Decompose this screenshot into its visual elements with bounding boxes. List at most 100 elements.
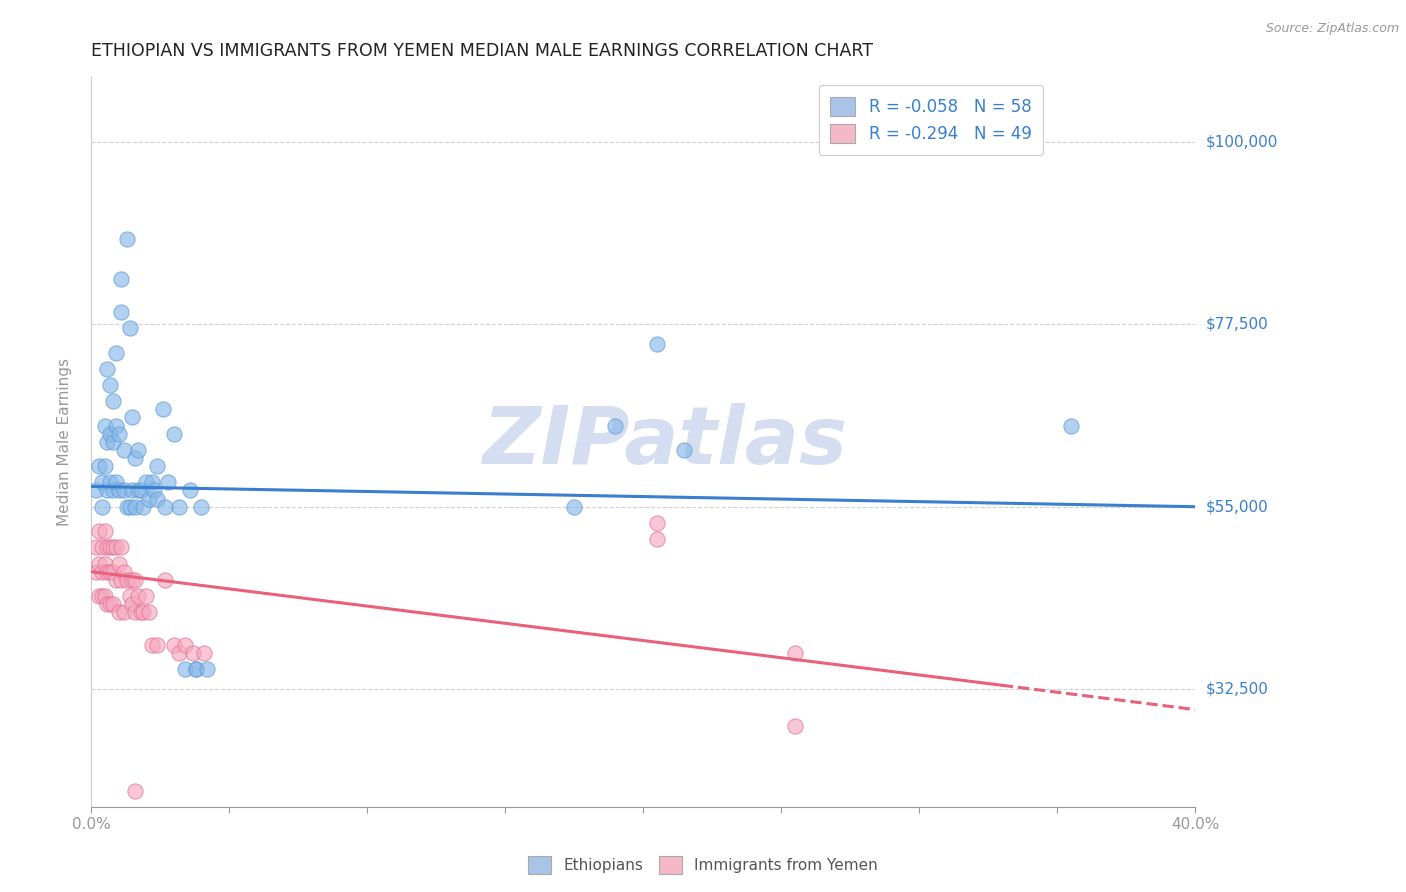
Point <box>184 662 207 676</box>
Point <box>96 597 118 611</box>
Point <box>91 475 114 490</box>
Point <box>163 638 186 652</box>
Point <box>127 589 149 603</box>
Point <box>129 483 152 498</box>
Point <box>107 426 129 441</box>
Point <box>101 394 124 409</box>
Point <box>91 589 114 603</box>
Point <box>121 573 143 587</box>
Point <box>124 500 146 514</box>
Point <box>115 500 138 514</box>
Point <box>121 483 143 498</box>
Point <box>101 565 124 579</box>
Point <box>93 459 115 474</box>
Point <box>132 605 155 619</box>
Point <box>98 475 121 490</box>
Point <box>118 589 141 603</box>
Point <box>562 500 585 514</box>
Point <box>605 418 627 433</box>
Point <box>107 483 129 498</box>
Text: $100,000: $100,000 <box>1206 134 1278 149</box>
Point <box>96 541 118 555</box>
Point <box>91 565 114 579</box>
Point <box>124 605 146 619</box>
Point <box>121 410 143 425</box>
Point <box>129 605 152 619</box>
Point <box>135 589 157 603</box>
Point <box>86 483 108 498</box>
Text: ETHIOPIAN VS IMMIGRANTS FROM YEMEN MEDIAN MALE EARNINGS CORRELATION CHART: ETHIOPIAN VS IMMIGRANTS FROM YEMEN MEDIA… <box>91 42 873 60</box>
Point <box>135 475 157 490</box>
Point <box>115 232 138 246</box>
Legend: R = -0.058   N = 58, R = -0.294   N = 49: R = -0.058 N = 58, R = -0.294 N = 49 <box>818 85 1043 155</box>
Point <box>163 426 186 441</box>
Point <box>96 483 118 498</box>
Point <box>645 516 668 530</box>
Y-axis label: Median Male Earnings: Median Male Earnings <box>58 358 72 525</box>
Point <box>96 434 118 449</box>
Point <box>112 483 135 498</box>
Text: $77,500: $77,500 <box>1206 317 1268 332</box>
Point <box>1060 418 1083 433</box>
Point <box>112 605 135 619</box>
Point <box>110 305 132 319</box>
Point <box>143 483 166 498</box>
Point <box>115 573 138 587</box>
Point <box>138 491 160 506</box>
Point <box>155 500 177 514</box>
Point <box>645 532 668 546</box>
Point <box>98 378 121 392</box>
Point <box>179 483 201 498</box>
Point <box>152 402 174 417</box>
Point <box>101 483 124 498</box>
Point <box>118 321 141 335</box>
Point <box>146 459 169 474</box>
Text: $55,000: $55,000 <box>1206 500 1268 514</box>
Point <box>89 589 111 603</box>
Point <box>181 646 204 660</box>
Point <box>93 589 115 603</box>
Point <box>118 500 141 514</box>
Point <box>93 524 115 538</box>
Point <box>89 557 111 571</box>
Point <box>104 573 127 587</box>
Point <box>195 662 218 676</box>
Point <box>112 442 135 457</box>
Legend: Ethiopians, Immigrants from Yemen: Ethiopians, Immigrants from Yemen <box>522 850 884 880</box>
Point <box>173 638 195 652</box>
Point <box>124 450 146 465</box>
Point <box>98 426 121 441</box>
Text: $32,500: $32,500 <box>1206 681 1270 697</box>
Point <box>93 557 115 571</box>
Point <box>91 541 114 555</box>
Point <box>167 646 190 660</box>
Point <box>86 541 108 555</box>
Point <box>141 638 163 652</box>
Point <box>141 475 163 490</box>
Point <box>645 337 668 351</box>
Point <box>89 459 111 474</box>
Point <box>101 541 124 555</box>
Point <box>107 557 129 571</box>
Point <box>86 565 108 579</box>
Point <box>783 646 806 660</box>
Point <box>138 605 160 619</box>
Point <box>146 638 169 652</box>
Text: ZIPatlas: ZIPatlas <box>482 403 848 481</box>
Point <box>124 573 146 587</box>
Point <box>107 605 129 619</box>
Point <box>104 345 127 359</box>
Point <box>91 500 114 514</box>
Text: Source: ZipAtlas.com: Source: ZipAtlas.com <box>1265 22 1399 36</box>
Point <box>121 597 143 611</box>
Point <box>98 597 121 611</box>
Point <box>167 500 190 514</box>
Point <box>155 573 177 587</box>
Point <box>184 662 207 676</box>
Point <box>96 361 118 376</box>
Point <box>101 434 124 449</box>
Point <box>96 565 118 579</box>
Point <box>112 565 135 579</box>
Point <box>190 500 212 514</box>
Point <box>157 475 180 490</box>
